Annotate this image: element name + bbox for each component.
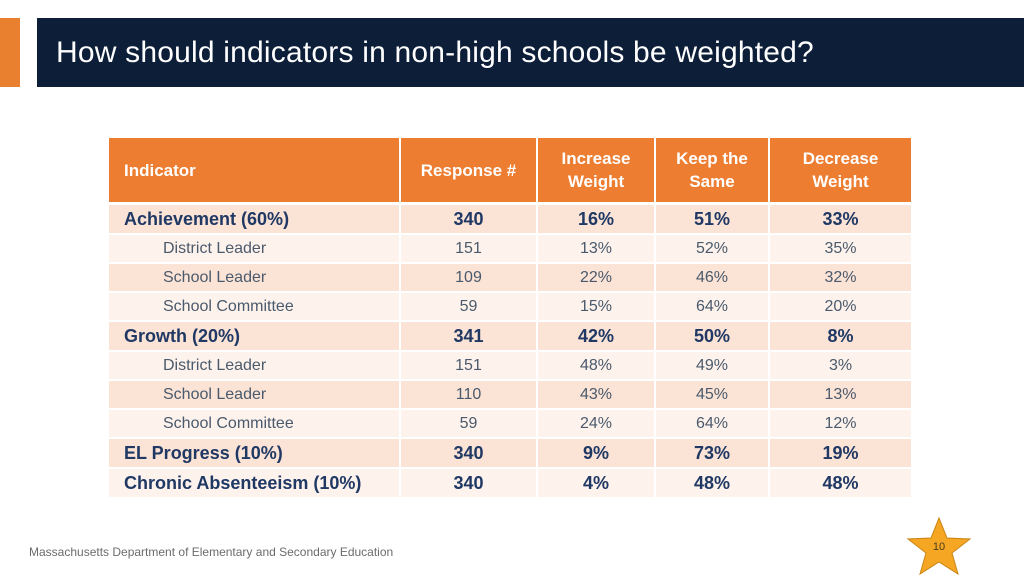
header-indicator: Indicator	[109, 138, 401, 204]
cell-keep: 64%	[655, 408, 770, 438]
cell-response: 151	[400, 350, 538, 380]
table-row: District Leader 151 13% 52% 35%	[109, 233, 911, 263]
weighting-table: Indicator Response # Increase Weight Kee…	[109, 138, 911, 497]
header-increase-weight: Increase Weight	[537, 138, 656, 204]
cell-decrease: 3%	[769, 350, 911, 380]
cell-decrease: 32%	[769, 262, 911, 292]
cell-label: School Leader	[109, 262, 401, 292]
cell-keep: 73%	[655, 437, 770, 468]
table-row: School Committee 59 24% 64% 12%	[109, 408, 911, 438]
header-increase-weight-text: Increase Weight	[561, 149, 631, 191]
cell-increase: 15%	[537, 291, 656, 321]
cell-response: 109	[400, 262, 538, 292]
header-decrease-weight-text: Decrease Weight	[802, 149, 879, 191]
cell-increase: 4%	[537, 467, 656, 497]
cell-decrease: 35%	[769, 233, 911, 263]
cell-label: School Committee	[109, 291, 401, 321]
cell-response: 341	[400, 320, 538, 351]
cell-decrease: 12%	[769, 408, 911, 438]
cell-response: 110	[400, 379, 538, 409]
cell-decrease: 19%	[769, 437, 911, 468]
footer-organization: Massachusetts Department of Elementary a…	[29, 545, 394, 559]
cell-label: District Leader	[109, 350, 401, 380]
cell-keep: 46%	[655, 262, 770, 292]
cell-response: 151	[400, 233, 538, 263]
table-row: District Leader 151 48% 49% 3%	[109, 350, 911, 380]
header-response: Response #	[400, 138, 538, 204]
table-row: Chronic Absenteeism (10%) 340 4% 48% 48%	[109, 467, 911, 497]
cell-keep: 50%	[655, 320, 770, 351]
cell-decrease: 20%	[769, 291, 911, 321]
cell-response: 340	[400, 202, 538, 234]
cell-label: District Leader	[109, 233, 401, 263]
title-bar: How should indicators in non-high school…	[37, 18, 1024, 87]
cell-increase: 48%	[537, 350, 656, 380]
cell-decrease: 8%	[769, 320, 911, 351]
cell-increase: 13%	[537, 233, 656, 263]
cell-keep: 45%	[655, 379, 770, 409]
cell-response: 59	[400, 408, 538, 438]
cell-label: School Committee	[109, 408, 401, 438]
header-keep-same: Keep the Same	[655, 138, 770, 204]
cell-decrease: 48%	[769, 467, 911, 497]
cell-increase: 16%	[537, 202, 656, 234]
cell-keep: 51%	[655, 202, 770, 234]
header-keep-same-text: Keep the Same	[676, 149, 748, 191]
cell-label: Achievement (60%)	[109, 202, 401, 234]
star-icon	[906, 516, 972, 576]
table-header-row: Indicator Response # Increase Weight Kee…	[109, 138, 911, 204]
cell-increase: 24%	[537, 408, 656, 438]
cell-label: Growth (20%)	[109, 320, 401, 351]
cell-label: EL Progress (10%)	[109, 437, 401, 468]
cell-increase: 9%	[537, 437, 656, 468]
cell-decrease: 33%	[769, 202, 911, 234]
cell-keep: 64%	[655, 291, 770, 321]
page-number: 10	[932, 541, 946, 553]
slide-title: How should indicators in non-high school…	[56, 35, 814, 69]
title-accent-bar	[0, 18, 20, 87]
cell-response: 340	[400, 437, 538, 468]
header-decrease-weight: Decrease Weight	[769, 138, 911, 204]
table-row: School Committee 59 15% 64% 20%	[109, 291, 911, 321]
cell-response: 59	[400, 291, 538, 321]
cell-label: School Leader	[109, 379, 401, 409]
cell-decrease: 13%	[769, 379, 911, 409]
cell-increase: 43%	[537, 379, 656, 409]
cell-response: 340	[400, 467, 538, 497]
cell-label: Chronic Absenteeism (10%)	[109, 467, 401, 497]
table-row: School Leader 109 22% 46% 32%	[109, 262, 911, 292]
cell-keep: 49%	[655, 350, 770, 380]
cell-increase: 42%	[537, 320, 656, 351]
table-row: EL Progress (10%) 340 9% 73% 19%	[109, 437, 911, 468]
table-row: School Leader 110 43% 45% 13%	[109, 379, 911, 409]
cell-keep: 52%	[655, 233, 770, 263]
cell-increase: 22%	[537, 262, 656, 292]
cell-keep: 48%	[655, 467, 770, 497]
table-body: Achievement (60%) 340 16% 51% 33% District Le…	[109, 202, 911, 497]
table-row: Growth (20%) 341 42% 50% 8%	[109, 320, 911, 351]
table-row: Achievement (60%) 340 16% 51% 33%	[109, 202, 911, 234]
